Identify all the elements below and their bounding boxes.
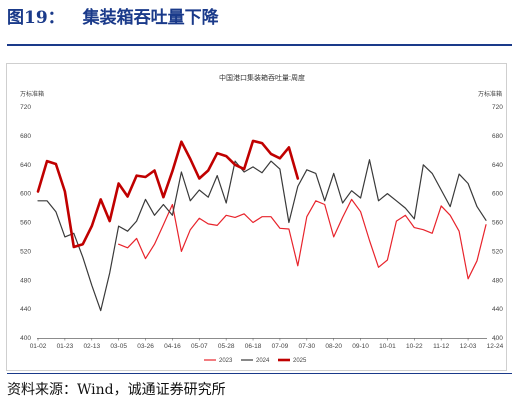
y-tick-right-680: 680 [492,133,503,140]
y-axis-left-label: 万标准箱 [20,90,44,98]
x-tick-label-09-10: 09-10 [352,343,369,350]
y-tick-left-520: 520 [20,248,31,255]
x-tick-label-02-13: 02-13 [83,343,100,350]
x-tick-label-04-16: 04-16 [164,343,181,350]
y-axis-left: 400 440 480 520 560 600 640 680 720 [20,104,31,342]
x-tick-label-08-20: 08-20 [325,343,342,350]
y-tick-right-480: 480 [492,277,503,284]
y-tick-right-400: 400 [492,335,503,342]
x-tick-label-12-03: 12-03 [460,343,477,350]
chart-frame [6,63,507,371]
x-tick-label-11-12: 11-12 [433,343,450,350]
legend: 2023 2024 2025 [204,358,307,364]
x-axis: 01-02 01-23 02-13 03-05 03-26 04-16 05-07 05-28… [30,338,504,350]
y-tick-left-680: 680 [20,133,31,140]
y-tick-right-520: 520 [492,248,503,255]
y-tick-left-560: 560 [20,220,31,227]
container-throughput-chart: 中国港口集装箱吞吐量:周度 万标准箱 万标准箱 400 440 480 520 560 6… [6,63,507,371]
x-tick-label-07-30: 07-30 [298,343,315,350]
x-tick-label-05-07: 05-07 [191,343,208,350]
figure-title: 图19： 集装箱吞吐量下降 [7,6,219,30]
x-tick-label-07-09: 07-09 [272,343,289,350]
y-axis-right-label: 万标准箱 [478,90,502,98]
y-tick-left-640: 640 [20,162,31,169]
x-tick-label-10-01: 10-01 [379,343,396,350]
y-tick-left-440: 440 [20,306,31,313]
bottom-rule [7,373,512,374]
y-tick-left-480: 480 [20,277,31,284]
legend-label-2024: 2024 [256,358,270,364]
chart-title: 中国港口集装箱吞吐量:周度 [219,73,305,82]
x-tick-label-01-23: 01-23 [57,343,74,350]
x-tick-label-10-22: 10-22 [406,343,423,350]
y-tick-right-560: 560 [492,220,503,227]
series-lines [36,139,487,312]
x-tick-label-03-26: 03-26 [137,343,154,350]
legend-label-2025: 2025 [293,358,307,364]
chart-container: 中国港口集装箱吞吐量:周度 万标准箱 万标准箱 400 440 480 520 560 6… [0,50,519,372]
figure-caption: 集装箱吞吐量下降 [82,8,219,28]
y-tick-left-400: 400 [20,335,31,342]
y-tick-right-440: 440 [492,306,503,313]
series-line-2024 [37,159,487,312]
x-tick-label-03-05: 03-05 [110,343,127,350]
y-tick-right-640: 640 [492,162,503,169]
y-axis-right: 400 440 480 520 560 600 640 680 720 [492,104,503,342]
series-line-2023 [118,198,487,280]
figure-number: 图19： [7,8,65,28]
x-tick-label-05-28: 05-28 [218,343,235,350]
y-tick-right-720: 720 [492,104,503,111]
y-tick-left-600: 600 [20,191,31,198]
top-rule [7,44,512,46]
x-tick-label-06-18: 06-18 [245,343,262,350]
y-tick-right-600: 600 [492,191,503,198]
series-line-2025 [36,139,300,249]
y-tick-left-720: 720 [20,104,31,111]
x-tick-label-01-02: 01-02 [30,343,47,350]
figure-source: 资料来源：Wind，诚通证券研究所 [7,382,226,398]
x-tick-label-12-24: 12-24 [487,343,504,350]
legend-label-2023: 2023 [219,358,233,364]
